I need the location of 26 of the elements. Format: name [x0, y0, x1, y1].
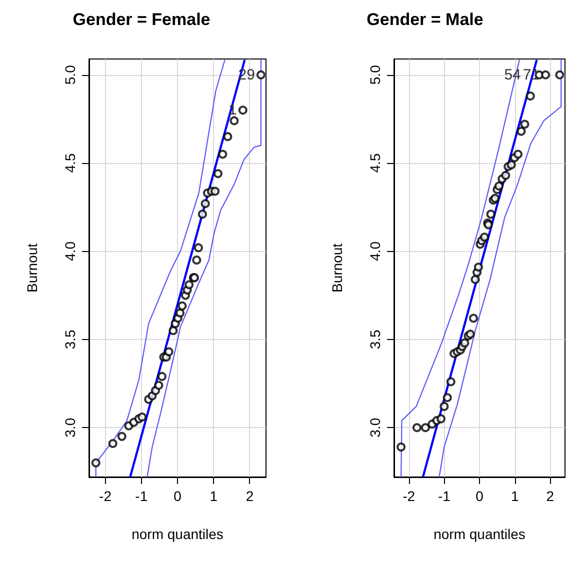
y-tick-label: 4.0: [62, 241, 78, 261]
x-tick-label: -1: [438, 488, 451, 504]
y-tick-label: 4.5: [62, 153, 78, 173]
x-tick-label: 1: [510, 488, 519, 504]
x-tick-label: -1: [135, 488, 148, 504]
y-tick-label: 3.5: [62, 329, 78, 350]
y-axis-title: Burnout: [24, 243, 40, 293]
y-tick-label: 3.0: [367, 418, 383, 438]
x-axis-title: norm quantiles: [434, 526, 526, 542]
chart-title: Gender = Male: [366, 10, 484, 29]
y-tick-label: 4.0: [367, 241, 383, 261]
y-tick-label: 5.0: [367, 64, 383, 85]
x-tick-label: 0: [476, 488, 484, 504]
y-tick-label: 3.5: [367, 329, 383, 350]
x-tick-label: 0: [174, 488, 182, 504]
y-tick-label: 4.5: [367, 153, 383, 173]
x-tick-label: -2: [402, 488, 416, 504]
x-tick-label: -2: [99, 488, 112, 504]
x-tick-label: 2: [546, 488, 554, 504]
y-tick-label: 3.0: [62, 418, 78, 438]
y-axis-title: Burnout: [329, 243, 345, 293]
chart-title: Gender = Female: [72, 10, 210, 29]
x-tick-label: 2: [246, 488, 254, 504]
x-tick-label: 1: [210, 488, 218, 504]
x-axis-title: norm quantiles: [132, 526, 224, 542]
y-tick-label: 5.0: [62, 64, 78, 85]
